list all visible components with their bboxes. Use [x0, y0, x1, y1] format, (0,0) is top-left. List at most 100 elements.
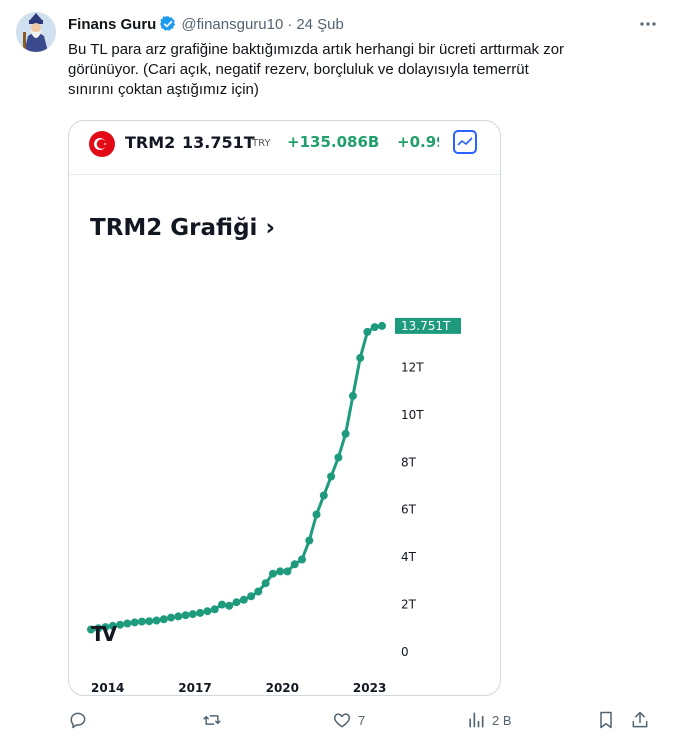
data-point — [378, 321, 386, 330]
share-button[interactable] — [630, 708, 650, 732]
retweet-icon — [203, 715, 221, 725]
wizard-avatar-icon — [16, 12, 56, 52]
chart-title[interactable]: TRM2 Grafiği › — [90, 215, 275, 241]
chart-title-text: TRM2 Grafiği — [90, 215, 258, 241]
data-point — [94, 624, 103, 633]
y-tick-label: 0 — [401, 645, 409, 659]
data-point — [101, 623, 110, 632]
y-tick-label: 6T — [401, 503, 417, 517]
y-tick-label: 8T — [401, 455, 417, 469]
data-point — [298, 555, 306, 564]
last-value-label: 13.751T — [401, 319, 451, 333]
data-point — [341, 429, 350, 438]
verified-badge-icon — [160, 16, 176, 31]
ticker-price: 13.751T — [182, 133, 255, 152]
tweet-actions: 7 2 B — [68, 708, 658, 732]
data-point — [276, 567, 285, 576]
data-point — [174, 612, 183, 621]
x-axis-ticks: 2014 2017 2020 2023 — [91, 681, 386, 695]
avatar[interactable] — [16, 12, 56, 52]
data-point — [290, 560, 299, 569]
tweet-time[interactable]: 24 Şub — [296, 15, 344, 33]
y-axis-ticks: 0 2T 4T 6T 8T 10T 12T — [401, 360, 424, 659]
data-point — [232, 598, 241, 607]
series-line — [90, 324, 383, 631]
data-point — [218, 600, 226, 609]
tradingview-logo: TV — [91, 622, 121, 646]
x-tick-label: 2020 — [266, 681, 299, 695]
tweet-header: Finans Guru @finansguru10 · 24 Şub — [68, 14, 658, 34]
data-point — [239, 595, 248, 604]
reply-button[interactable] — [68, 708, 94, 732]
retweet-button[interactable] — [202, 708, 228, 732]
like-button[interactable]: 7 — [332, 708, 365, 732]
data-point — [203, 607, 212, 616]
share-icon — [632, 711, 648, 728]
money-supply-chart: 0 2T 4T 6T 8T 10T 12T 2014 2017 2020 2023 13.751T… — [87, 317, 461, 695]
separator-dot: · — [287, 15, 293, 33]
data-point — [254, 587, 263, 596]
x-tick-label: 2014 — [91, 681, 124, 695]
views-button[interactable]: 2 B — [466, 708, 512, 732]
data-point — [363, 327, 372, 336]
data-point — [334, 453, 343, 462]
bookmark-button[interactable] — [596, 708, 616, 732]
data-point — [261, 579, 270, 588]
data-point — [305, 536, 314, 545]
last-value-tag: 13.751T — [395, 317, 461, 334]
open-chart-button[interactable] — [453, 130, 477, 154]
x-tick-label: 2023 — [353, 681, 386, 695]
y-tick-label: 2T — [401, 598, 417, 612]
data-point — [188, 610, 197, 619]
data-point — [181, 611, 190, 620]
data-point — [152, 616, 161, 625]
views-count: 2 B — [492, 712, 512, 728]
data-point — [312, 510, 321, 519]
y-tick-label: 12T — [401, 360, 424, 374]
data-point — [283, 567, 292, 576]
x-tick-label: 2017 — [178, 681, 211, 695]
tradingview-logo-text: TV — [91, 622, 118, 646]
y-tick-label: 4T — [401, 550, 417, 564]
data-point — [116, 620, 125, 629]
data-point — [167, 613, 175, 622]
views-chart-icon — [469, 712, 484, 728]
bookmark-icon — [600, 711, 612, 729]
chart-card[interactable]: TRM2 13.751T TRY +135.086B +0.99% TRM2 G… — [68, 120, 501, 696]
ticker-currency: TRY — [252, 138, 271, 149]
data-point — [370, 323, 379, 332]
data-point — [137, 617, 146, 626]
y-tick-label: 10T — [401, 408, 424, 422]
data-point — [196, 608, 205, 617]
last-value-tag-bg — [395, 317, 461, 334]
data-point — [159, 615, 168, 624]
turkey-flag-icon — [89, 131, 115, 157]
trend-line-icon — [457, 137, 473, 146]
chevron-right-icon: › — [265, 215, 275, 241]
ticker-bar: TRM2 13.751T TRY +135.086B +0.99% — [69, 121, 500, 175]
author-name[interactable]: Finans Guru — [68, 15, 157, 33]
ticker-change: +135.086B — [287, 133, 380, 151]
data-point — [268, 569, 277, 578]
data-point — [356, 353, 365, 362]
data-point — [327, 472, 336, 481]
data-point — [108, 621, 117, 630]
like-count: 7 — [358, 712, 366, 728]
ticker-symbol: TRM2 — [125, 133, 176, 152]
data-point — [123, 619, 132, 628]
author-handle[interactable]: @finansguru10 — [181, 15, 284, 33]
data-point — [145, 617, 154, 626]
tweet-text: Bu TL para arz grafiğine baktığımızda ar… — [68, 41, 565, 98]
data-point — [210, 605, 219, 614]
data-point — [87, 625, 95, 634]
reply-icon — [70, 712, 86, 729]
series-points — [87, 321, 386, 634]
data-point — [130, 618, 139, 627]
heart-icon — [333, 713, 351, 728]
ticker-change-pct: +0.99% — [397, 133, 439, 151]
more-dots-icon[interactable] — [638, 14, 658, 34]
data-point — [348, 391, 357, 400]
data-point — [319, 491, 328, 500]
data-point — [225, 601, 234, 610]
data-point — [247, 592, 256, 601]
